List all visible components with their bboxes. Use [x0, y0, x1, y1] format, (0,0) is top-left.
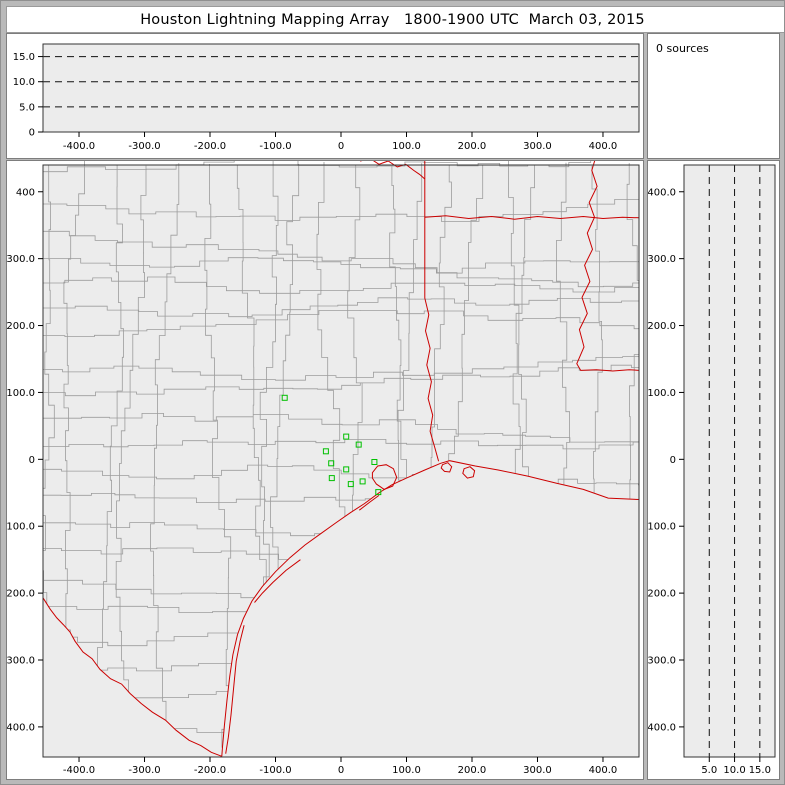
tick-label: 0 — [29, 455, 35, 466]
tick-label: -200.0 — [7, 589, 35, 600]
tick-label: 100.0 — [7, 388, 35, 399]
bay-outline — [440, 462, 453, 473]
tick-label: -300.0 — [128, 765, 160, 776]
tick-label: -300.0 — [128, 141, 160, 152]
tick-label: -100.0 — [7, 522, 35, 533]
station-marker — [343, 466, 350, 473]
tick-label: 300.0 — [7, 254, 35, 265]
tick-label: 15.0 — [13, 52, 35, 63]
altitude-vs-ns-chart[interactable]: 400.0 300.0 200.0 100.0 0 -100.0 -200.0 -300.0 -… — [648, 161, 779, 779]
station-marker — [375, 489, 382, 496]
bay-outline — [462, 466, 476, 479]
state-borders — [42, 161, 640, 757]
tick-label: 300.0 — [523, 141, 552, 152]
plot-area[interactable] — [43, 44, 639, 132]
tick-label: 10.0 — [723, 765, 745, 776]
barrier-island — [225, 625, 245, 754]
barrier-island — [254, 559, 301, 603]
tick-label: 300.0 — [648, 254, 676, 265]
tick-label: 200.0 — [458, 765, 487, 776]
gulf-coastline — [221, 460, 640, 757]
tick-label: 15.0 — [749, 765, 771, 776]
station-marker — [281, 394, 288, 401]
tick-label: 5.0 — [701, 765, 717, 776]
station-marker — [328, 475, 335, 482]
tick-label: -400.0 — [648, 722, 676, 733]
station-marker — [355, 441, 362, 448]
state-border-line — [424, 215, 640, 220]
state-border-line — [576, 161, 640, 372]
tick-label: -300.0 — [7, 656, 35, 667]
tick-label: 400 — [16, 187, 35, 198]
plot-area[interactable] — [684, 165, 775, 757]
station-marker — [371, 459, 378, 465]
tick-label: 100.0 — [392, 141, 421, 152]
tick-label: 100.0 — [392, 765, 421, 776]
tick-label: -200.0 — [194, 765, 226, 776]
page-title: Houston Lightning Mapping Array 1800-190… — [140, 11, 645, 28]
sources-count-label: 0 sources — [656, 42, 709, 55]
tick-label: 0 — [338, 141, 344, 152]
tick-label: 0 — [670, 455, 676, 466]
tick-label: -400.0 — [7, 722, 35, 733]
tick-label: -400.0 — [63, 141, 95, 152]
tick-label: 200.0 — [648, 321, 676, 332]
rio-grande-border — [42, 597, 222, 757]
sources-count-panel: 0 sources — [647, 33, 780, 159]
plan-view-map-panel: 400 300.0 200.0 100.0 0 -100.0 -200.0 -300.0 -40… — [6, 160, 644, 780]
barrier-island — [358, 494, 380, 511]
tick-label: -200.0 — [648, 589, 676, 600]
altitude-vs-ew-chart[interactable]: 15.0 10.0 5.0 0 -400.0 -300.0 -200.0 -100.0 0 100… — [7, 34, 643, 158]
station-marker — [328, 460, 335, 467]
state-border-line — [424, 161, 440, 462]
tick-label: 100.0 — [648, 388, 676, 399]
station-marker — [347, 481, 354, 488]
tick-label: 400.0 — [589, 765, 618, 776]
altitude-vs-ns-panel: 400.0 300.0 200.0 100.0 0 -100.0 -200.0 -300.0 -… — [647, 160, 780, 780]
tick-label: 200.0 — [7, 321, 35, 332]
altitude-vs-ew-panel: 15.0 10.0 5.0 0 -400.0 -300.0 -200.0 -100.0 0 100… — [6, 33, 644, 159]
station-marker — [359, 478, 366, 485]
tick-label: 10.0 — [13, 77, 35, 88]
plan-view-map[interactable]: 400 300.0 200.0 100.0 0 -100.0 -200.0 -300.0 -40… — [7, 161, 643, 779]
tick-label: -100.0 — [259, 141, 291, 152]
tick-label: 400.0 — [648, 187, 676, 198]
title-bar: Houston Lightning Mapping Array 1800-190… — [6, 6, 784, 33]
tick-label: -400.0 — [63, 765, 95, 776]
tick-label: 5.0 — [19, 102, 35, 113]
station-marker — [343, 433, 350, 440]
tick-label: -300.0 — [648, 656, 676, 667]
tick-label: 0 — [29, 128, 35, 139]
station-marker — [322, 448, 329, 455]
state-border-line — [359, 161, 426, 180]
tick-label: 200.0 — [458, 141, 487, 152]
tick-label: 0 — [338, 765, 344, 776]
tick-label: 400.0 — [589, 141, 618, 152]
tick-label: -200.0 — [194, 141, 226, 152]
tick-label: -100.0 — [648, 522, 676, 533]
plot-border — [683, 164, 776, 758]
station-markers — [281, 394, 382, 496]
tick-label: -100.0 — [259, 765, 291, 776]
tick-label: 300.0 — [523, 765, 552, 776]
bay-outline — [371, 464, 398, 490]
